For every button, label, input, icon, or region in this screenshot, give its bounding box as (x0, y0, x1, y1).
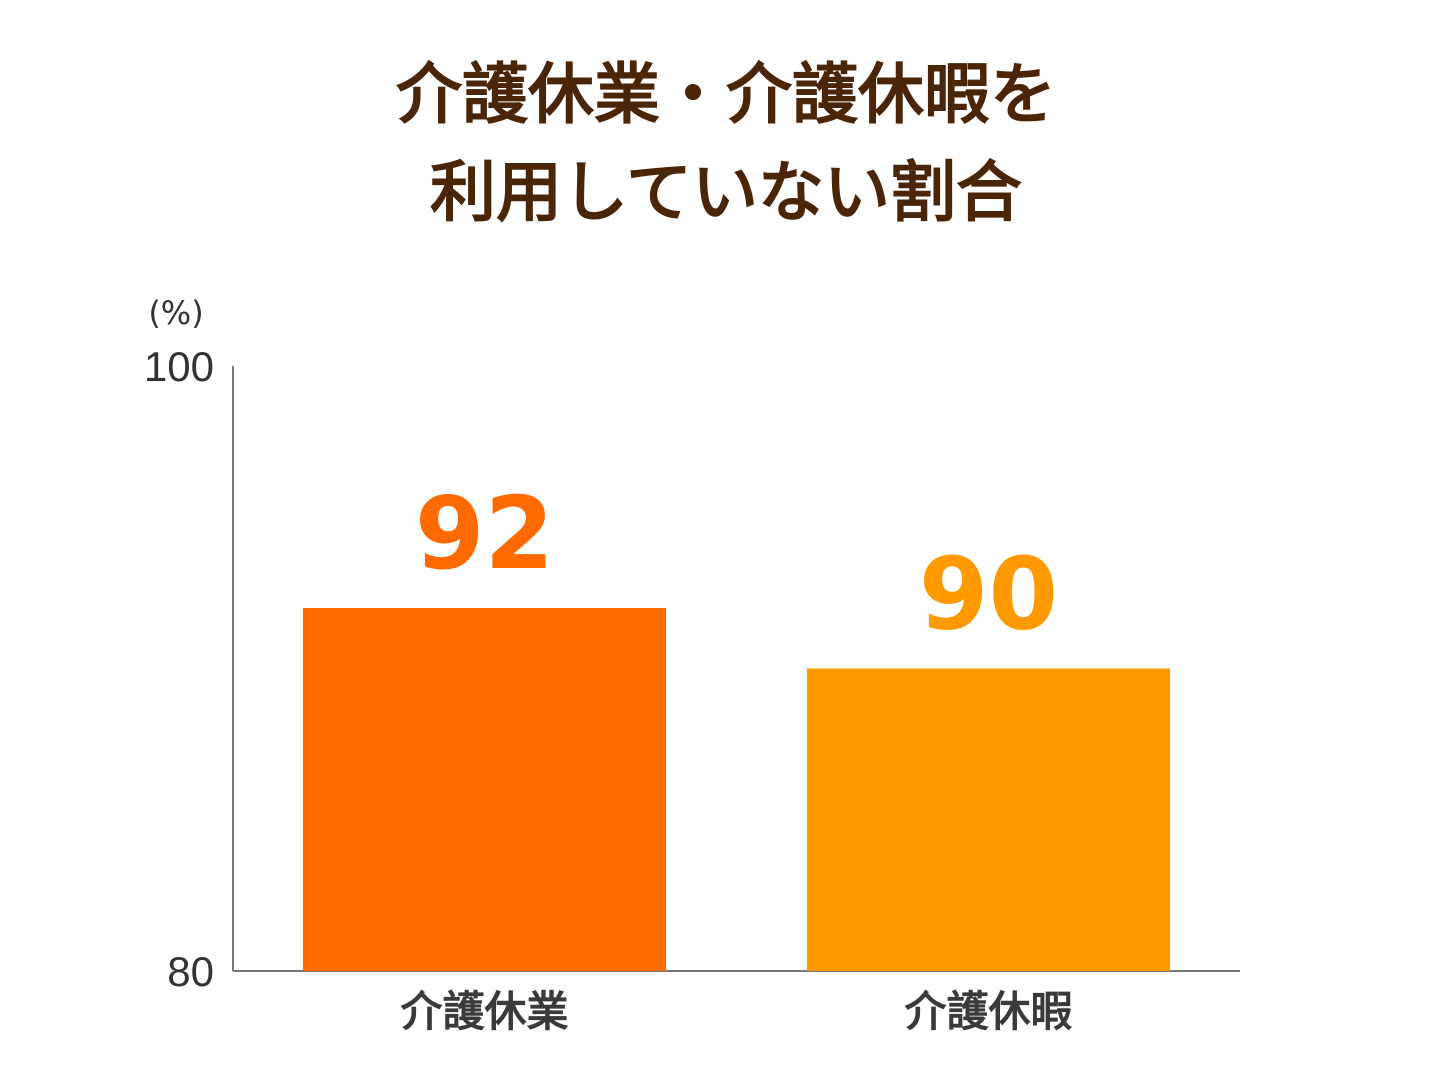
y-axis-unit-label: (%) (148, 294, 203, 332)
category-labels: 介護休業 介護休暇 (400, 987, 1072, 1036)
y-tick-label: 80 (167, 948, 214, 995)
y-tick-label: 100 (144, 343, 214, 390)
value-label: 90 (919, 536, 1058, 653)
value-labels: 92 90 (415, 475, 1058, 653)
bar (303, 608, 666, 971)
y-tick-labels: 80 100 (144, 343, 214, 995)
bars (303, 608, 1170, 971)
category-label: 介護休業 (400, 987, 568, 1036)
chart-title-line-1: 介護休業・介護休暇を (396, 56, 1056, 133)
bar (807, 668, 1170, 971)
value-label: 92 (415, 475, 554, 592)
chart-title-line-2: 利用していない割合 (429, 154, 1023, 231)
category-label: 介護休暇 (904, 987, 1072, 1036)
